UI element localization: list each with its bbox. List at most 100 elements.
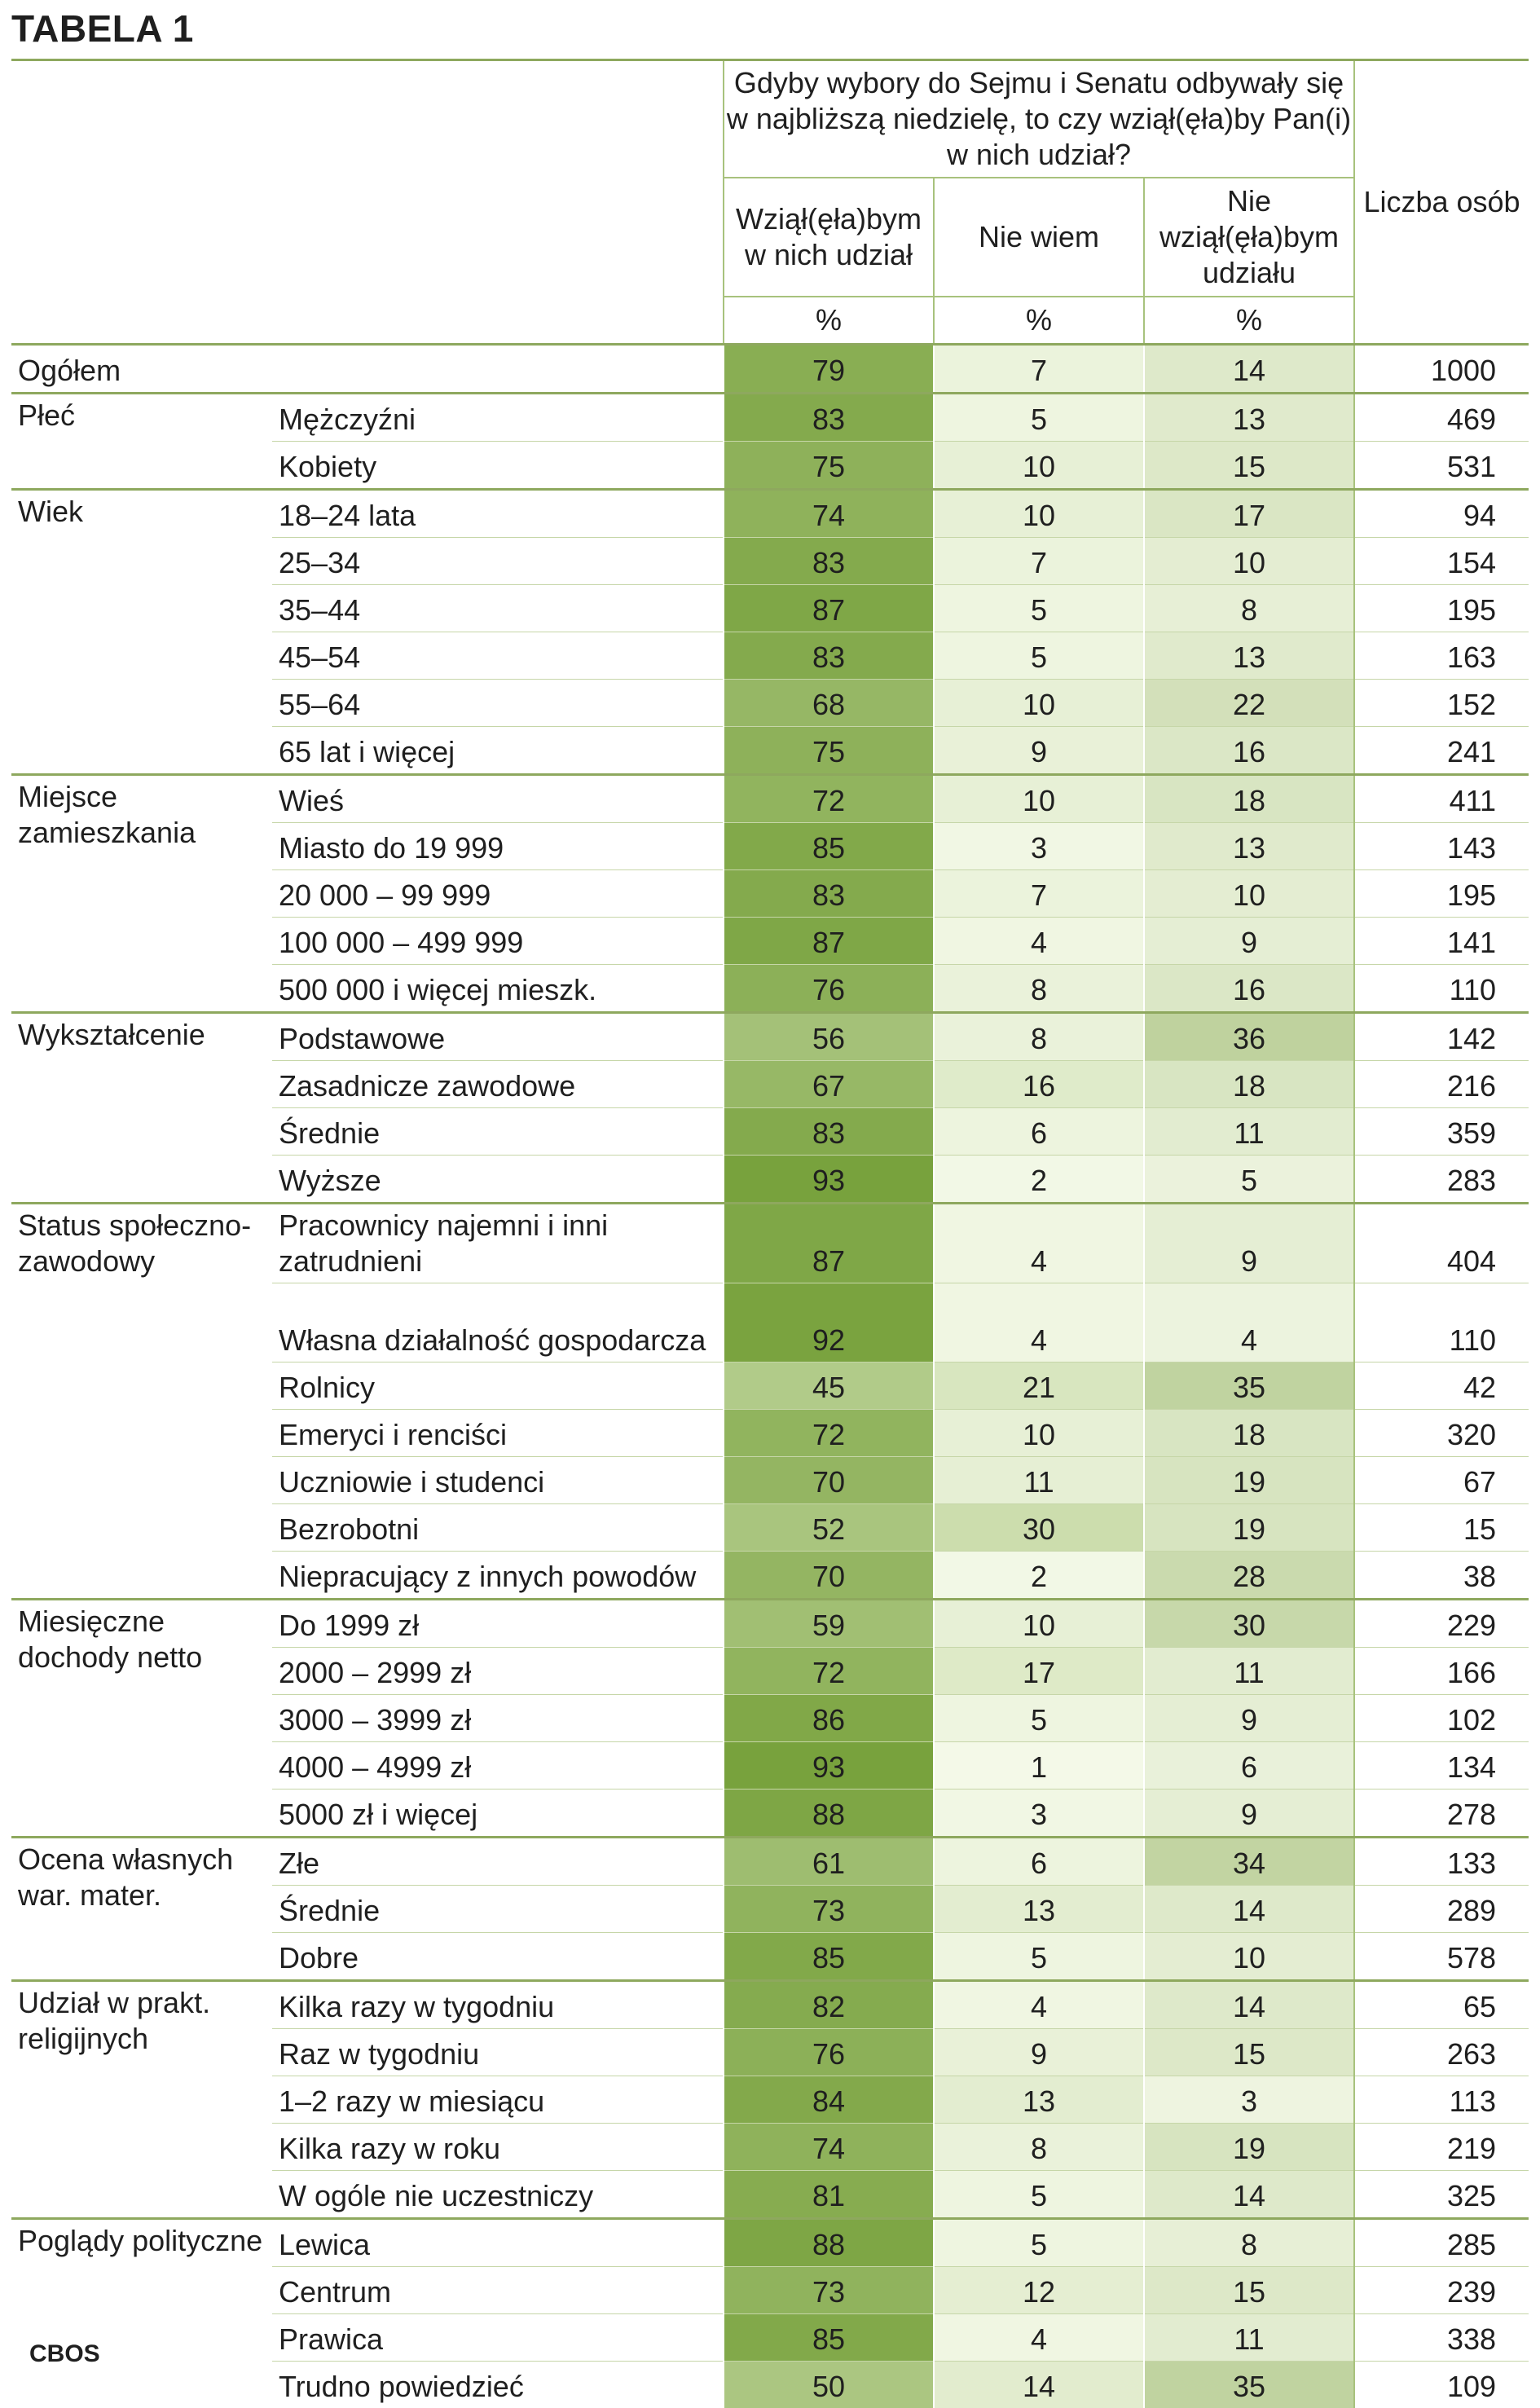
table-title: TABELA 1 [11,7,194,51]
count-cell: 113 [1354,2076,1529,2124]
value-cell: 10 [934,1410,1144,1457]
value-cell: 18 [1144,1061,1354,1108]
count-cell: 219 [1354,2124,1529,2171]
value-cell: 83 [724,394,934,442]
count-cell: 42 [1354,1362,1529,1410]
value-cell: 13 [934,1886,1144,1933]
value-cell: 14 [1144,1886,1354,1933]
value-cell: 72 [724,1410,934,1457]
value-cell: 7 [934,870,1144,918]
value-cell: 14 [1144,1981,1354,2029]
count-cell: 143 [1354,823,1529,870]
value-cell: 92 [724,1283,934,1362]
row-label: Rolnicy [272,1362,724,1410]
row-label: W ogóle nie uczestniczy [272,2171,724,2219]
value-cell: 8 [934,2124,1144,2171]
value-cell: 86 [724,1695,934,1742]
row-label: Podstawowe [272,1013,724,1061]
value-cell: 4 [934,918,1144,965]
value-cell: 15 [1144,2267,1354,2314]
value-cell: 3 [934,823,1144,870]
value-cell: 17 [1144,490,1354,538]
row-label: 35–44 [272,585,724,632]
value-cell: 14 [1144,2171,1354,2219]
count-cell: 134 [1354,1742,1529,1789]
count-cell: 195 [1354,585,1529,632]
value-cell: 70 [724,1457,934,1504]
value-cell: 72 [724,1648,934,1695]
value-cell: 19 [1144,2124,1354,2171]
count-cell: 133 [1354,1838,1529,1886]
value-cell: 15 [1144,2029,1354,2076]
value-cell: 6 [934,1838,1144,1886]
count-cell: 411 [1354,775,1529,823]
value-cell: 5 [934,2171,1144,2219]
group-label: Status społeczno-zawodowy [11,1204,272,1600]
row-label: Do 1999 zł [272,1600,724,1648]
row-label: 5000 zł i więcej [272,1789,724,1838]
row-label: Własna działalność gospodarcza [272,1283,724,1362]
data-table: Gdyby wybory do Sejmu i Senatu odbywały … [11,59,1529,2408]
value-cell: 68 [724,680,934,727]
value-cell: 22 [1144,680,1354,727]
value-cell: 93 [724,1156,934,1204]
group-label: Poglądy polityczne [11,2219,272,2408]
count-cell: 102 [1354,1695,1529,1742]
value-cell: 72 [724,775,934,823]
count-cell: 142 [1354,1013,1529,1061]
count-cell: 110 [1354,1283,1529,1362]
count-cell: 283 [1354,1156,1529,1204]
count-cell: 338 [1354,2314,1529,2362]
count-cell: 359 [1354,1108,1529,1156]
row-label: Centrum [272,2267,724,2314]
value-cell: 14 [934,2362,1144,2408]
value-cell: 82 [724,1981,934,2029]
value-cell: 76 [724,2029,934,2076]
count-cell: 1000 [1354,345,1529,394]
value-cell: 34 [1144,1838,1354,1886]
count-cell: 65 [1354,1981,1529,2029]
value-cell: 10 [934,442,1144,490]
value-cell: 4 [934,1204,1144,1283]
count-cell: 229 [1354,1600,1529,1648]
source-label: CBOS [29,2340,100,2368]
row-label: 2000 – 2999 zł [272,1648,724,1695]
row-label: 4000 – 4999 zł [272,1742,724,1789]
value-cell: 2 [934,1552,1144,1600]
count-cell: 15 [1354,1504,1529,1552]
count-cell: 110 [1354,965,1529,1013]
value-cell: 8 [1144,585,1354,632]
value-cell: 36 [1144,1013,1354,1061]
value-cell: 16 [934,1061,1144,1108]
row-label: Mężczyźni [272,394,724,442]
value-cell: 81 [724,2171,934,2219]
value-cell: 12 [934,2267,1144,2314]
row-label: Miasto do 19 999 [272,823,724,870]
count-cell: 163 [1354,632,1529,680]
value-cell: 35 [1144,2362,1354,2408]
value-cell: 59 [724,1600,934,1648]
value-cell: 10 [1144,1933,1354,1981]
row-label: Prawica [272,2314,724,2362]
row-label: Uczniowie i studenci [272,1457,724,1504]
value-cell: 15 [1144,442,1354,490]
value-cell: 67 [724,1061,934,1108]
value-cell: 88 [724,2219,934,2267]
value-cell: 93 [724,1742,934,1789]
value-cell: 16 [1144,965,1354,1013]
value-cell: 8 [1144,2219,1354,2267]
row-label: Wyższe [272,1156,724,1204]
value-cell: 3 [1144,2076,1354,2124]
value-cell: 13 [1144,394,1354,442]
count-cell: 469 [1354,394,1529,442]
count-header: Liczba osób [1354,60,1529,345]
col-header-dontknow: Nie wiem [934,178,1144,297]
value-cell: 5 [934,1695,1144,1742]
unit-label: % [1144,297,1354,345]
value-cell: 11 [1144,2314,1354,2362]
row-label: Średnie [272,1886,724,1933]
value-cell: 84 [724,2076,934,2124]
value-cell: 7 [934,345,1144,394]
